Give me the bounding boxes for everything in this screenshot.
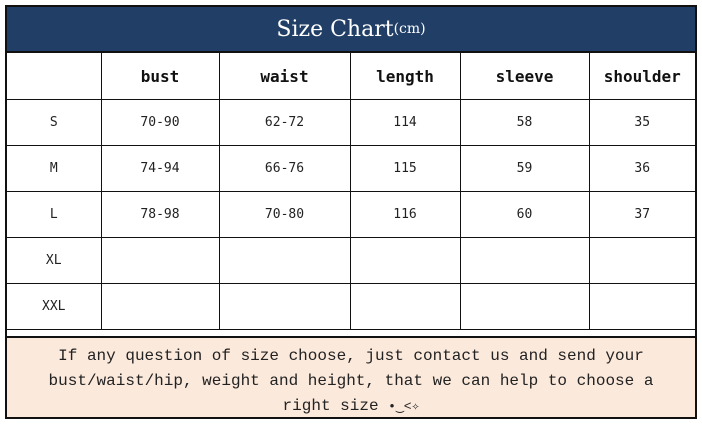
table-row: XXL	[7, 283, 695, 330]
table-cell: 37	[588, 191, 695, 238]
title-unit: (cm)	[393, 21, 426, 37]
table-cell: 35	[588, 99, 695, 146]
table-cell: 115	[349, 145, 461, 192]
emoticon: •‿<✧	[388, 399, 420, 414]
table-cell: 36	[588, 145, 695, 192]
table-cell: 58	[459, 99, 590, 146]
size-chart: Size Chart (cm) bust waist length sleeve shou…	[5, 5, 697, 419]
table-row: M 74-94 66-76 115 59 36	[7, 145, 695, 192]
table-cell	[588, 237, 695, 284]
table-cell	[459, 283, 590, 330]
table-cell: 70-90	[100, 99, 220, 146]
table-cell	[349, 237, 461, 284]
table-cell: 74-94	[100, 145, 220, 192]
table-cell	[100, 237, 220, 284]
table-cell	[100, 283, 220, 330]
chart-title: Size Chart (cm)	[7, 7, 695, 53]
table-cell: 116	[349, 191, 461, 238]
table-row: L 78-98 70-80 116 60 37	[7, 191, 695, 238]
size-label: L	[7, 191, 102, 238]
column-header: bust	[100, 53, 220, 100]
table-cell: 114	[349, 99, 461, 146]
contact-note: If any question of size choose, just con…	[7, 336, 695, 417]
size-label: S	[7, 99, 102, 146]
table-cell: 60	[459, 191, 590, 238]
note-text: If any question of size choose, just con…	[48, 347, 654, 415]
size-table: bust waist length sleeve shoulder S 70-90 62-72…	[7, 53, 695, 330]
table-cell	[218, 283, 351, 330]
header-row: bust waist length sleeve shoulder	[7, 53, 695, 100]
size-label: XXL	[7, 283, 102, 330]
column-header: waist	[218, 53, 351, 100]
column-header: sleeve	[459, 53, 590, 100]
column-header: length	[349, 53, 461, 100]
table-cell	[588, 283, 695, 330]
table-row: S 70-90 62-72 114 58 35	[7, 99, 695, 146]
table-cell: 70-80	[218, 191, 351, 238]
size-label: M	[7, 145, 102, 192]
table-cell	[218, 237, 351, 284]
table-cell: 78-98	[100, 191, 220, 238]
table-cell: 59	[459, 145, 590, 192]
table-cell	[349, 283, 461, 330]
table-cell: 66-76	[218, 145, 351, 192]
column-header: shoulder	[588, 53, 695, 100]
column-header	[7, 53, 102, 100]
title-text: Size Chart	[276, 16, 394, 42]
size-label: XL	[7, 237, 102, 284]
table-cell: 62-72	[218, 99, 351, 146]
table-row: XL	[7, 237, 695, 284]
table-cell	[459, 237, 590, 284]
